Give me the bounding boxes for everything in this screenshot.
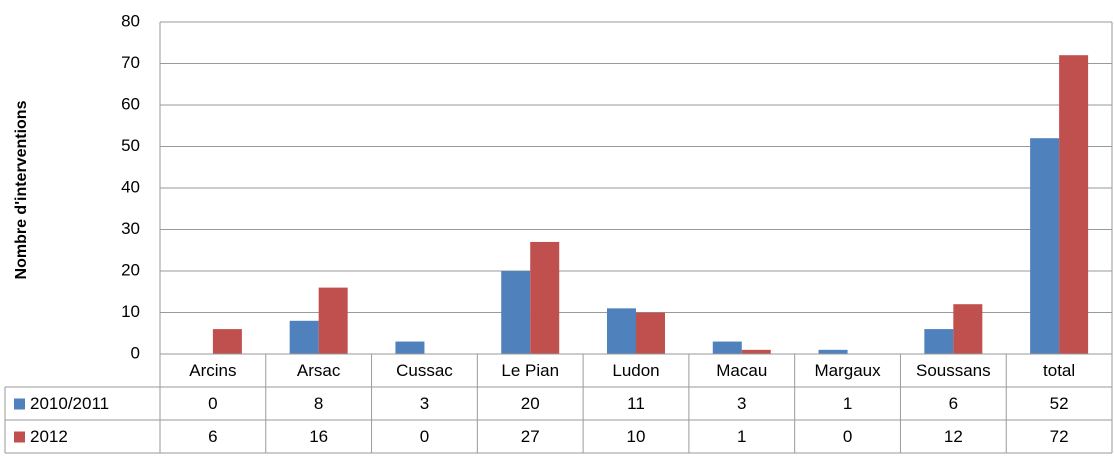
y-tick-label: 60 (121, 94, 140, 113)
table-value: 0 (208, 394, 217, 413)
y-tick-label: 0 (131, 343, 140, 362)
bar (289, 320, 319, 354)
legend-swatch (14, 398, 25, 410)
bar (318, 287, 348, 354)
table-value: 72 (1050, 427, 1069, 446)
y-tick-label: 30 (121, 219, 140, 238)
x-tick-label: total (1043, 361, 1075, 380)
x-tick-label: Soussans (916, 361, 991, 380)
bar (1030, 138, 1060, 354)
y-tick-label: 70 (121, 53, 140, 72)
table-value: 27 (521, 427, 540, 446)
table-value: 6 (208, 427, 217, 446)
bar (607, 308, 636, 354)
legend-label: 2012 (30, 427, 68, 446)
table-value: 11 (627, 394, 645, 413)
bar (953, 304, 983, 354)
y-tick-label: 80 (121, 11, 140, 30)
table-value: 52 (1050, 394, 1069, 413)
x-tick-label: Ludon (612, 361, 659, 380)
bar (501, 271, 531, 354)
table-value: 6 (949, 394, 958, 413)
bar (741, 349, 771, 354)
table-value: 1 (843, 394, 852, 413)
bar (712, 341, 742, 354)
y-tick-label: 10 (121, 302, 140, 321)
legend-label: 2010/2011 (30, 394, 109, 413)
table-value: 16 (309, 427, 328, 446)
legend-swatch (14, 431, 25, 443)
x-tick-label: Macau (716, 361, 767, 380)
y-tick-label: 40 (121, 177, 140, 196)
x-tick-label: Cussac (396, 361, 453, 380)
table-value: 12 (944, 427, 963, 446)
bar (395, 341, 425, 354)
y-tick-label: 50 (121, 136, 140, 155)
table-value: 8 (314, 394, 323, 413)
y-axis-label: Nombre d'interventions (13, 100, 30, 279)
bar (530, 241, 560, 354)
x-tick-label: Arsac (297, 361, 341, 380)
bar (818, 349, 848, 354)
table-value: 3 (737, 394, 746, 413)
bar (1059, 55, 1089, 354)
bar (636, 312, 665, 354)
x-tick-label: Arcins (189, 361, 236, 380)
table-value: 0 (843, 427, 852, 446)
x-tick-label: Margaux (814, 361, 881, 380)
table-value: 3 (420, 394, 429, 413)
y-tick-label: 20 (121, 260, 140, 279)
bar (924, 329, 954, 354)
table-value: 1 (737, 427, 746, 446)
table-value: 0 (420, 427, 429, 446)
table-value: 20 (521, 394, 540, 413)
bar (212, 329, 242, 354)
table-value: 10 (627, 427, 646, 446)
x-tick-label: Le Pian (501, 361, 559, 380)
